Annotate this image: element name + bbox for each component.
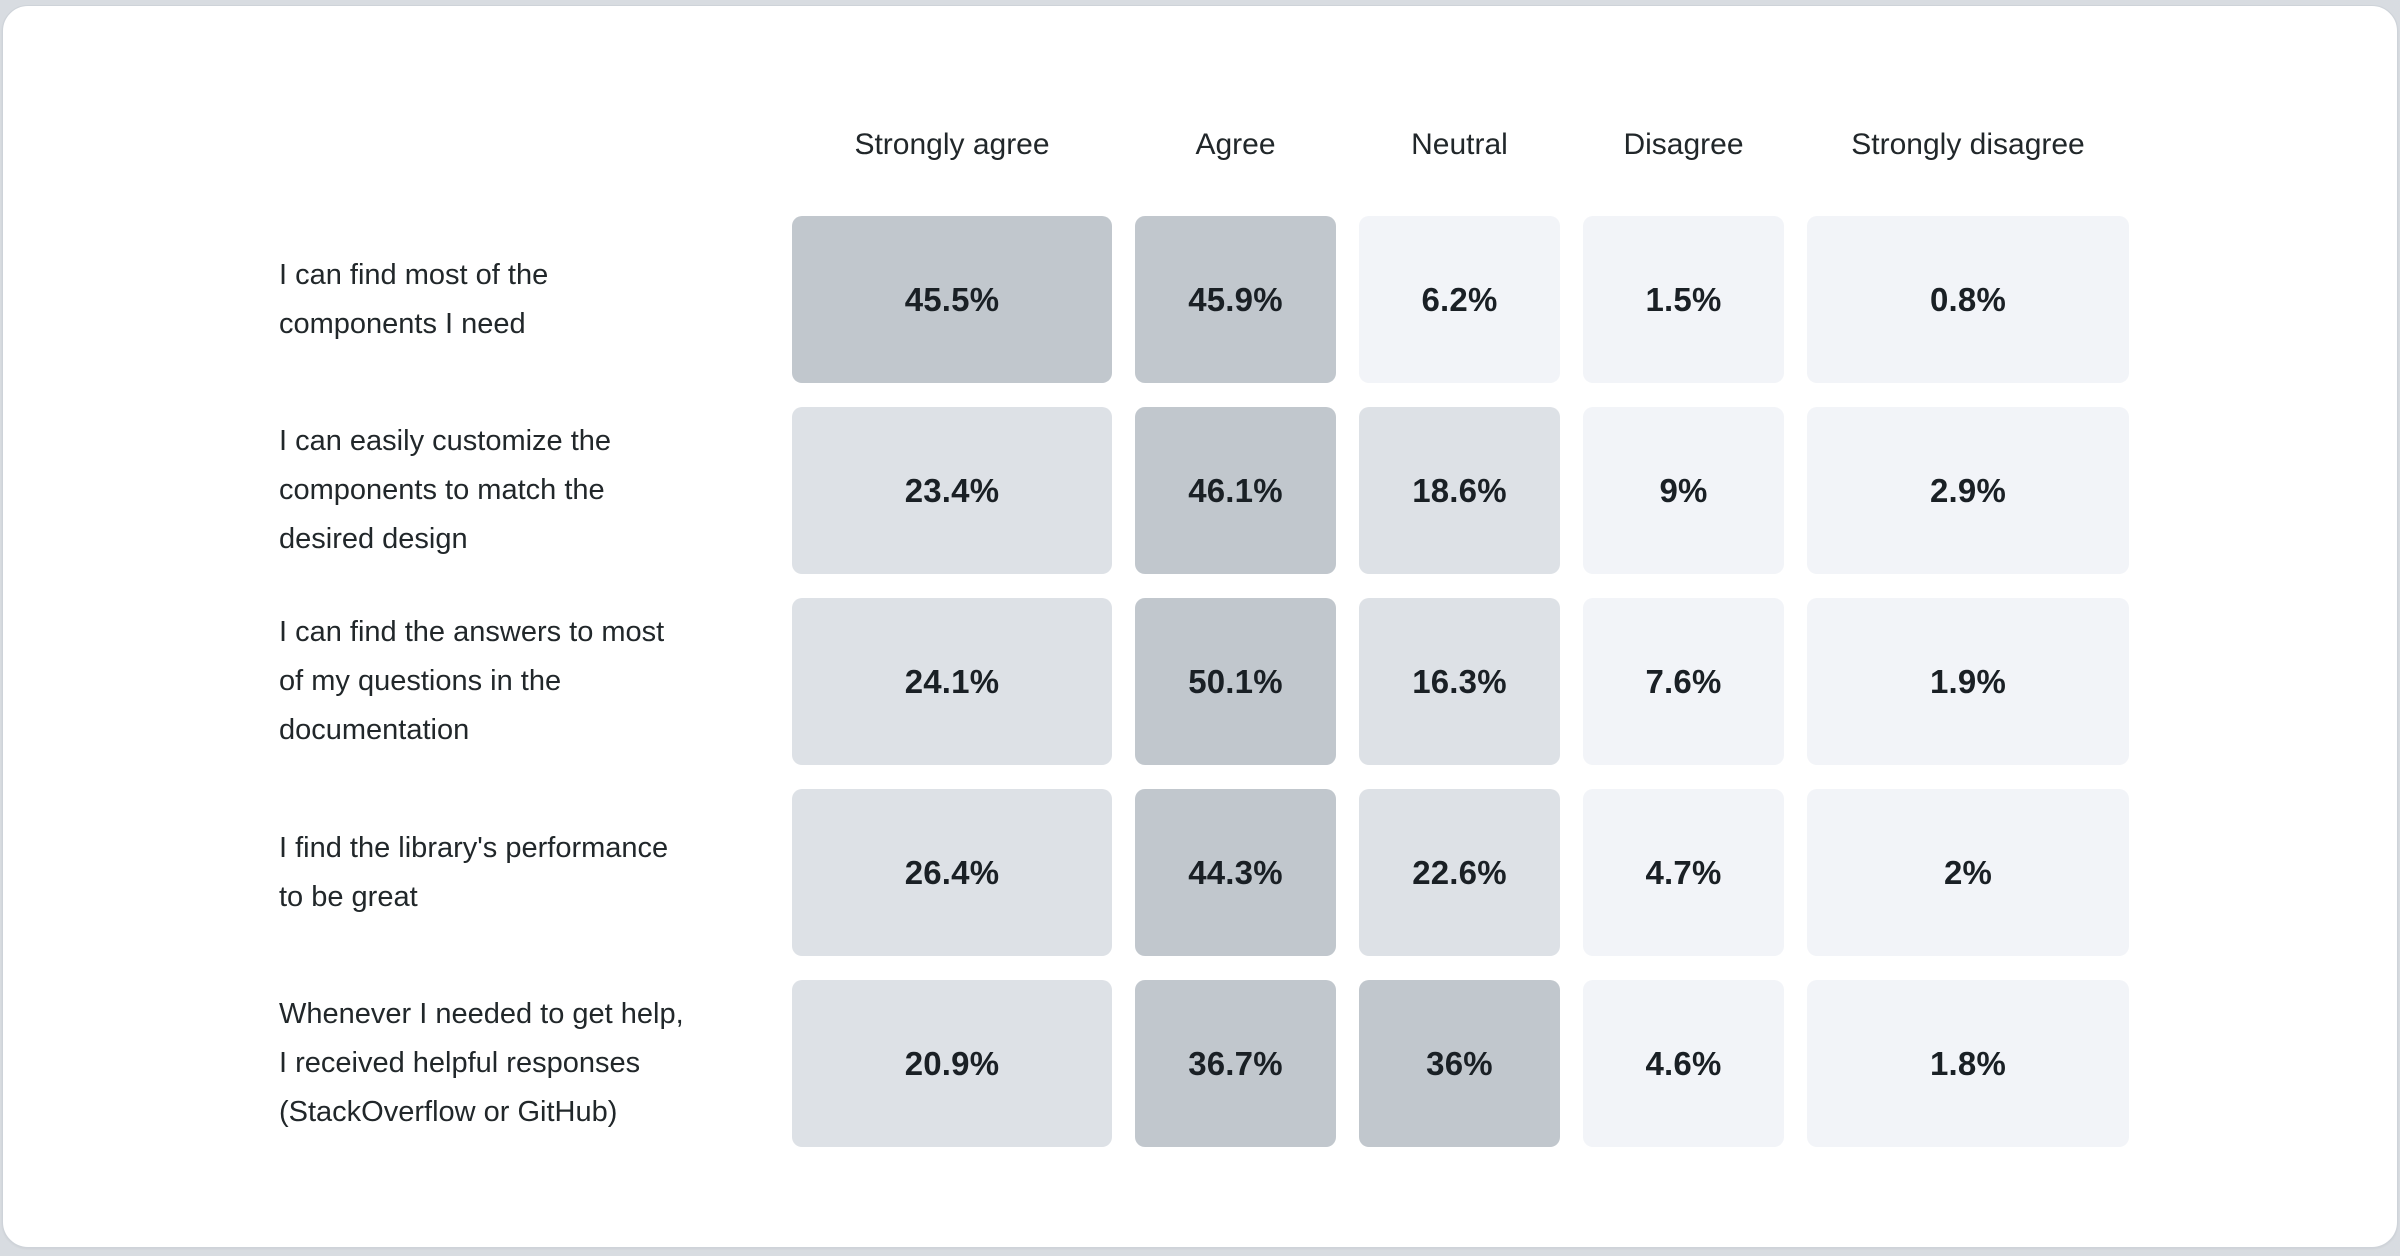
header-spacer: [279, 118, 769, 192]
heatmap-cell: 2.9%: [1807, 407, 2129, 574]
heatmap-cell: 45.9%: [1135, 216, 1336, 383]
column-header-neutral: Neutral: [1411, 128, 1508, 161]
heatmap-cell: 44.3%: [1135, 789, 1336, 956]
heatmap-cell: 16.3%: [1359, 598, 1560, 765]
heatmap-cell: 6.2%: [1359, 216, 1560, 383]
column-header-strongly-disagree: Strongly disagree: [1851, 128, 2085, 161]
heatmap-cell: 1.9%: [1807, 598, 2129, 765]
heatmap-cell: 0.8%: [1807, 216, 2129, 383]
heatmap-cell: 20.9%: [792, 980, 1112, 1147]
heatmap-cell: 22.6%: [1359, 789, 1560, 956]
survey-card: Strongly agree Agree Neutral Disagree St…: [2, 5, 2398, 1248]
row-label: I can easily customize the components to…: [279, 425, 612, 555]
heatmap-cell: 36%: [1359, 980, 1560, 1147]
column-header-disagree: Disagree: [1623, 128, 1744, 161]
heatmap-cell: 45.5%: [792, 216, 1112, 383]
column-header-strongly-agree: Strongly agree: [854, 128, 1050, 161]
heatmap-cell: 1.5%: [1583, 216, 1784, 383]
heatmap-cell: 2%: [1807, 789, 2129, 956]
heatmap-cell: 7.6%: [1583, 598, 1784, 765]
heatmap-cell: 9%: [1583, 407, 1784, 574]
heatmap-cell: 46.1%: [1135, 407, 1336, 574]
row-label: Whenever I needed to get help, I receive…: [279, 998, 684, 1128]
heatmap-cell: 26.4%: [792, 789, 1112, 956]
row-label: I can find most of the components I need: [279, 258, 549, 340]
heatmap-cell: 4.7%: [1583, 789, 1784, 956]
heatmap-cell: 24.1%: [792, 598, 1112, 765]
row-label: I find the library's performance to be g…: [279, 831, 669, 913]
heatmap-cell: 36.7%: [1135, 980, 1336, 1147]
heatmap-cell: 50.1%: [1135, 598, 1336, 765]
heatmap-cell: 1.8%: [1807, 980, 2129, 1147]
row-label: I can find the answers to most of my que…: [279, 616, 665, 746]
heatmap-cell: 23.4%: [792, 407, 1112, 574]
survey-grid: Strongly agree Agree Neutral Disagree St…: [279, 118, 2129, 1147]
heatmap-cell: 4.6%: [1583, 980, 1784, 1147]
heatmap-cell: 18.6%: [1359, 407, 1560, 574]
column-header-agree: Agree: [1195, 128, 1276, 161]
